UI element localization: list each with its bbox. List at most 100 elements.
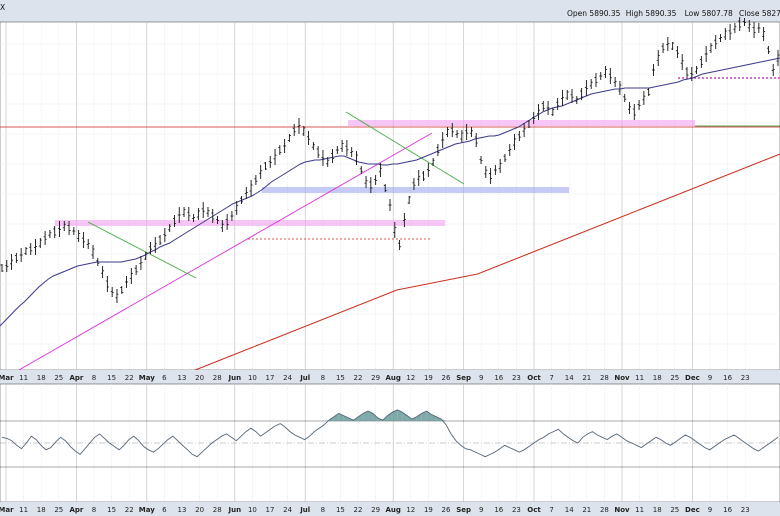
x-tick-label: 24 — [283, 374, 292, 382]
indicator-fill-segment — [421, 411, 427, 421]
x-tick-label: Nov — [614, 374, 630, 382]
x-tick-label: 20 — [195, 506, 204, 514]
indicator-fill-segment — [392, 409, 398, 421]
indicator-fill-segment — [372, 413, 378, 421]
x-tick-label: Oct — [527, 506, 541, 514]
x-tick-label: Mar — [0, 506, 14, 514]
support-zone-middle — [262, 187, 569, 193]
x-tick-label: 23 — [741, 374, 750, 382]
x-tick-label: Mar — [0, 374, 14, 382]
x-axis-band-bottom — [0, 502, 780, 516]
x-tick-label: Jun — [228, 374, 242, 382]
x-tick-label: 24 — [283, 506, 292, 514]
ohlc-low: Low 5807.78 — [685, 9, 733, 18]
indicator-fill-segment — [402, 412, 408, 421]
x-tick-label: 9 — [479, 506, 483, 514]
indicator-panel — [0, 383, 780, 503]
indicator-fill-segment — [358, 413, 364, 421]
x-tick-label: 28 — [600, 506, 609, 514]
x-tick-label: 16 — [723, 506, 732, 514]
x-tick-label: 11 — [635, 506, 644, 514]
x-tick-label: Sep — [456, 374, 471, 382]
x-tick-label: 15 — [336, 506, 345, 514]
ma50-path — [0, 57, 780, 327]
indicator-fill-segment — [426, 411, 432, 421]
ma50-line — [0, 57, 780, 327]
x-tick-label: 17 — [266, 374, 275, 382]
indicator-fill-segment — [431, 414, 437, 421]
x-tick-label: 19 — [424, 506, 433, 514]
price-panel — [0, 17, 780, 381]
x-tick-label: 28 — [600, 374, 609, 382]
x-tick-label: Dec — [685, 506, 700, 514]
x-tick-label: 11 — [19, 374, 28, 382]
x-tick-label: Jul — [299, 374, 310, 382]
x-tick-label: 22 — [354, 506, 363, 514]
x-tick-label: 10 — [248, 506, 257, 514]
x-tick-label: Sep — [456, 506, 471, 514]
x-tick-label: 14 — [565, 506, 574, 514]
x-tick-label: 12 — [406, 506, 415, 514]
horizontal-grid — [0, 43, 780, 345]
x-tick-label: 9 — [479, 374, 483, 382]
x-tick-label: 8 — [92, 506, 96, 514]
x-tick-label: 15 — [107, 374, 116, 382]
x-tick-label: Dec — [685, 374, 700, 382]
green-downtrend-line-apr — [87, 221, 197, 279]
x-tick-label: Jul — [299, 506, 310, 514]
indicator-fill-segment — [397, 409, 403, 421]
x-tick-label: 6 — [162, 374, 167, 382]
x-tick-label: 17 — [266, 506, 275, 514]
x-tick-label: 18 — [37, 506, 46, 514]
x-tick-label: 28 — [213, 506, 222, 514]
indicator-path — [1, 409, 779, 458]
x-tick-label: 15 — [336, 374, 345, 382]
x-tick-label: 11 — [19, 506, 28, 514]
x-tick-label: 19 — [424, 374, 433, 382]
x-tick-label: 25 — [54, 506, 63, 514]
indicator-fill-segment — [343, 415, 349, 421]
x-tick-label: 16 — [494, 374, 503, 382]
x-tick-label: 21 — [582, 506, 591, 514]
x-tick-label: Apr — [69, 374, 83, 382]
x-tick-label: 28 — [213, 374, 222, 382]
x-tick-label: 10 — [248, 374, 257, 382]
x-tick-label: 26 — [442, 374, 451, 382]
ohlc-readout: Open 5890.35 High 5890.35 Low 5807.78 Close… — [567, 9, 780, 18]
x-axis-labels-main: Mar 11 18 25 Apr 8 15 22 May 6 13 20 28 Jun 10 17 24 Jul 8… — [0, 374, 750, 382]
ma200-path — [169, 153, 780, 381]
x-tick-label: May — [139, 374, 155, 382]
x-tick-label: 9 — [708, 506, 712, 514]
header-symbol: X — [0, 3, 5, 12]
ma200-line — [169, 153, 780, 381]
x-tick-label: 21 — [582, 374, 591, 382]
indicator-fill-segment — [416, 413, 422, 421]
x-tick-label: 22 — [125, 374, 134, 382]
x-tick-label: 18 — [653, 374, 662, 382]
x-tick-label: 11 — [635, 374, 644, 382]
x-tick-label: 13 — [178, 506, 187, 514]
vertical-grid — [5, 22, 746, 370]
x-tick-label: Apr — [69, 506, 83, 514]
indicator-overbought-fill — [324, 409, 447, 421]
x-tick-label: Oct — [527, 374, 541, 382]
green-downtrend-line-jul — [345, 111, 465, 185]
x-tick-label: 29 — [371, 374, 380, 382]
x-tick-label: 26 — [442, 506, 451, 514]
x-tick-label: 23 — [512, 374, 521, 382]
x-tick-label: 16 — [494, 506, 503, 514]
x-tick-label: 7 — [549, 374, 553, 382]
x-tick-label: 20 — [195, 374, 204, 382]
ohlc-high: High 5890.35 — [626, 9, 677, 18]
x-tick-label: 23 — [741, 506, 750, 514]
x-tick-label: 8 — [321, 374, 325, 382]
x-tick-label: 25 — [54, 374, 63, 382]
x-tick-label: Nov — [614, 506, 630, 514]
indicator-line — [1, 409, 779, 458]
x-tick-label: 16 — [723, 374, 732, 382]
x-tick-label: 25 — [670, 506, 679, 514]
x-tick-label: Jun — [228, 506, 242, 514]
x-tick-label: 22 — [354, 374, 363, 382]
x-tick-label: 9 — [708, 374, 712, 382]
